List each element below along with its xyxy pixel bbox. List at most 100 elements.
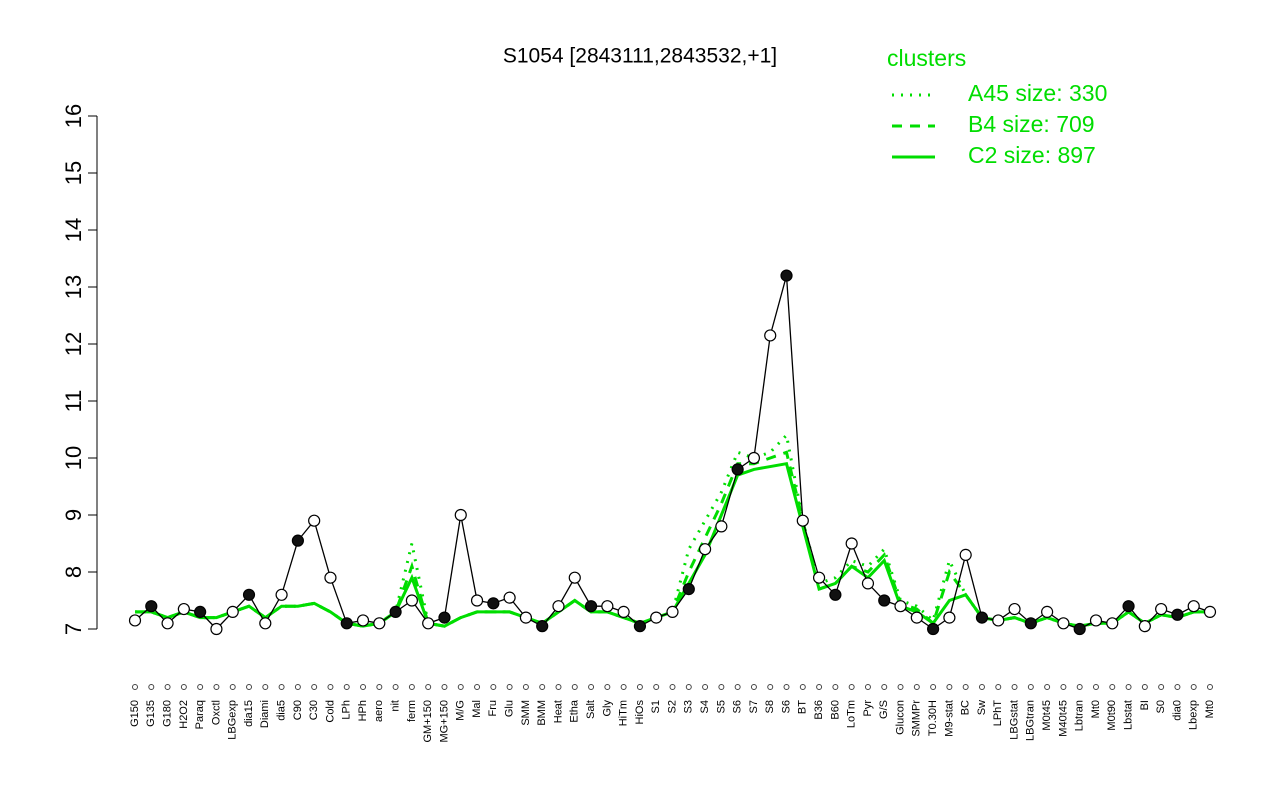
rug-dot — [1092, 684, 1099, 690]
rug-dot — [848, 684, 855, 690]
data-point — [210, 622, 223, 636]
rug-dot — [360, 684, 367, 690]
rug-dot — [1060, 684, 1067, 690]
x-tick-label: BC — [960, 700, 972, 715]
data-point — [731, 463, 744, 476]
x-tick-label: aero — [373, 700, 385, 722]
data-point — [454, 508, 467, 522]
rug-dot — [571, 684, 578, 690]
y-tick-label: 14 — [61, 218, 86, 242]
x-tick-label: HPh — [357, 700, 369, 721]
data-point — [747, 451, 761, 465]
rug-dot — [457, 684, 464, 690]
rug-dot — [946, 684, 953, 690]
y-tick-label: 8 — [61, 566, 86, 578]
data-point — [943, 611, 956, 624]
rug-dot — [620, 684, 627, 690]
rug-dot — [816, 684, 823, 690]
rug-dot — [376, 684, 383, 690]
x-tick-label: HiTm — [618, 700, 630, 726]
data-point — [959, 548, 972, 562]
data-point — [438, 611, 451, 624]
x-tick-label: dia5 — [275, 700, 287, 721]
x-tick-label: Pyr — [862, 700, 874, 717]
data-point — [975, 611, 989, 624]
rug-dot — [1141, 684, 1148, 690]
x-tick-label: nit — [390, 700, 402, 712]
data-point — [1138, 620, 1151, 633]
rug-dot — [1190, 684, 1197, 690]
legend-title: clusters — [887, 45, 966, 71]
data-point — [780, 269, 793, 282]
data-point — [617, 605, 630, 619]
data-point — [812, 571, 826, 584]
rug-dot — [343, 684, 350, 690]
x-tick-label: H2O2 — [178, 700, 190, 729]
data-point — [1008, 602, 1021, 616]
data-point — [340, 617, 353, 630]
rug-dot — [246, 684, 253, 690]
x-tick-label: SMM — [520, 700, 532, 726]
rug-dot — [897, 684, 904, 690]
rug-dot — [588, 684, 595, 690]
y-tick-label: 11 — [61, 390, 86, 413]
rug-dot — [718, 684, 725, 690]
data-point — [145, 600, 158, 613]
data-point — [536, 620, 549, 633]
rug-dot — [441, 684, 448, 690]
data-point — [226, 605, 239, 619]
data-point — [601, 600, 614, 613]
data-point — [861, 577, 875, 590]
data-point — [519, 611, 533, 624]
x-tick-label: Heat — [552, 700, 564, 723]
x-tick-label: dia0 — [1171, 700, 1183, 721]
rug-dot — [962, 684, 969, 690]
data-point — [764, 329, 777, 342]
x-tick-label: M40t45 — [1057, 700, 1069, 737]
rug-dot — [197, 684, 204, 690]
data-point — [422, 617, 435, 630]
data-point — [308, 514, 321, 527]
rug-dot — [653, 684, 660, 690]
rug-dot — [604, 684, 611, 690]
rug-dot — [750, 684, 757, 690]
data-point — [992, 614, 1005, 627]
legend-label: A45 size: 330 — [968, 80, 1107, 106]
data-point — [128, 614, 142, 627]
x-tick-label: S1 — [650, 700, 662, 713]
data-point — [503, 591, 516, 604]
data-point — [1041, 605, 1054, 619]
data-point — [242, 588, 256, 601]
rug-dot — [132, 684, 138, 690]
data-point — [259, 617, 272, 630]
x-tick-label: Salt — [585, 700, 597, 719]
x-tick-label: G150 — [129, 700, 141, 727]
data-line — [134, 275, 1211, 630]
data-point — [698, 543, 712, 556]
legend-label: B4 size: 709 — [968, 111, 1095, 137]
x-tick-label: GM+150 — [422, 700, 434, 743]
x-tick-label: T0.30H — [927, 700, 939, 736]
x-tick-label: LBGtran — [1025, 700, 1037, 741]
x-tick-label: BT — [797, 700, 809, 714]
x-tick-label: B36 — [813, 700, 825, 720]
x-tick-label: LPh — [341, 700, 353, 720]
x-tick-label: M0t90 — [1106, 700, 1118, 731]
chart-title: S1054 [2843111,2843532,+1] — [503, 45, 777, 68]
rug-dot — [408, 684, 415, 690]
x-tick-label: C90 — [292, 700, 304, 720]
x-tick-label: S6 — [780, 700, 792, 713]
rug-dot — [767, 684, 774, 690]
x-tick-label: Fru — [487, 700, 499, 717]
rug-dot — [669, 684, 676, 690]
rug-dot — [995, 684, 1002, 690]
rug-dot — [506, 684, 513, 690]
rug-dot — [311, 684, 318, 690]
rug-dot — [294, 684, 301, 690]
x-tick-label: Mt0 — [1090, 700, 1102, 718]
data-point — [650, 611, 663, 624]
rug-dot — [180, 684, 187, 690]
data-point — [1203, 605, 1217, 619]
data-point — [356, 614, 370, 627]
rug-dot — [1109, 684, 1116, 690]
